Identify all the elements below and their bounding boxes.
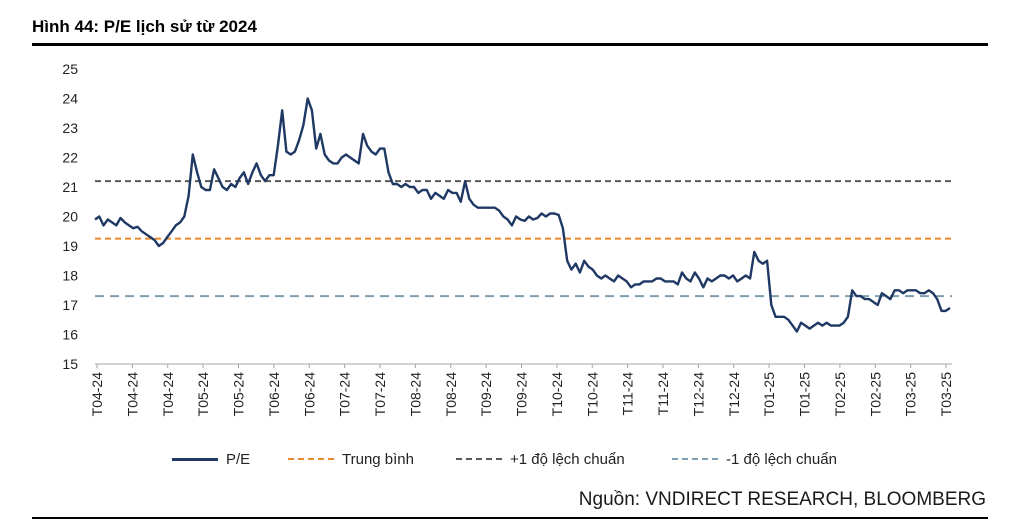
legend-item-plus-sd: +1 độ lệch chuẩn <box>456 447 625 471</box>
x-tick-label: T03-25 <box>938 372 954 417</box>
x-tick-label: T04-24 <box>124 372 140 417</box>
legend-line-minus-sd <box>672 458 718 460</box>
y-tick-label: 22 <box>62 150 78 166</box>
legend-label-mean: Trung bình <box>342 450 414 468</box>
legend-line-pe <box>172 457 218 461</box>
y-tick-label: 21 <box>62 179 78 195</box>
x-tick-label: T08-24 <box>407 372 423 417</box>
x-tick-label: T01-25 <box>797 372 813 417</box>
x-axis: T04-24 T04-24 T04-24 T05-24 T05-24 T06-24 T06-… <box>89 363 954 417</box>
x-tick-label: T07-24 <box>337 372 353 417</box>
y-tick-label: 18 <box>62 268 78 284</box>
bottom-rule <box>32 517 988 519</box>
x-tick-label: T04-24 <box>89 372 105 417</box>
y-tick-label: 16 <box>62 327 78 343</box>
x-tick-label: T02-25 <box>832 372 848 417</box>
y-tick-label: 24 <box>62 91 78 107</box>
legend: P/E Trung bình +1 độ lệch chuẩn -1 độ lệ… <box>0 447 1024 471</box>
top-rule <box>32 43 988 46</box>
legend-item-mean: Trung bình <box>288 447 414 471</box>
x-tick-label: T07-24 <box>372 372 388 417</box>
figure-title: Hình 44: P/E lịch sử từ 2024 <box>32 17 257 36</box>
x-tick-label: T11-24 <box>655 372 671 416</box>
y-tick-label: 23 <box>62 120 78 136</box>
legend-label-pe: P/E <box>226 450 251 468</box>
x-tick-label: T02-25 <box>867 372 883 417</box>
series-pe <box>94 97 951 333</box>
legend-line-mean <box>288 458 334 460</box>
legend-label-plus-sd: +1 độ lệch chuẩn <box>510 450 625 468</box>
x-tick-label: T12-24 <box>726 372 742 417</box>
x-tick-label: T04-24 <box>160 372 176 417</box>
x-tick-label: T01-25 <box>761 372 777 417</box>
y-tick-label: 25 <box>62 61 78 77</box>
x-tick-label: T09-24 <box>514 372 530 417</box>
x-tick-label: T12-24 <box>690 372 706 417</box>
x-tick-label: T11-24 <box>620 372 636 416</box>
source-note: Nguồn: VNDIRECT RESEARCH, BLOOMBERG <box>578 489 986 510</box>
x-tick-label: T09-24 <box>478 372 494 417</box>
x-tick-label: T10-24 <box>549 372 565 417</box>
x-tick-label: T08-24 <box>443 372 459 417</box>
x-tick-label: T06-24 <box>301 372 317 417</box>
x-tick-label: T03-25 <box>903 372 919 417</box>
x-tick-label: T06-24 <box>266 372 282 417</box>
legend-item-pe: P/E <box>172 447 250 471</box>
y-axis: 15 16 17 18 19 20 21 22 23 24 25 <box>62 61 78 372</box>
y-tick-label: 15 <box>62 356 78 372</box>
x-tick-label: T10-24 <box>584 372 600 417</box>
y-tick-label: 19 <box>62 238 78 254</box>
pe-line <box>94 97 951 333</box>
x-tick-label: T05-24 <box>195 372 211 417</box>
legend-label-minus-sd: -1 độ lệch chuẩn <box>726 450 837 468</box>
legend-item-minus-sd: -1 độ lệch chuẩn <box>672 447 837 471</box>
y-tick-label: 20 <box>62 209 78 225</box>
x-tick-label: T05-24 <box>231 372 247 417</box>
y-tick-label: 17 <box>62 297 78 313</box>
legend-line-plus-sd <box>456 458 502 460</box>
reference-lines <box>95 180 952 298</box>
